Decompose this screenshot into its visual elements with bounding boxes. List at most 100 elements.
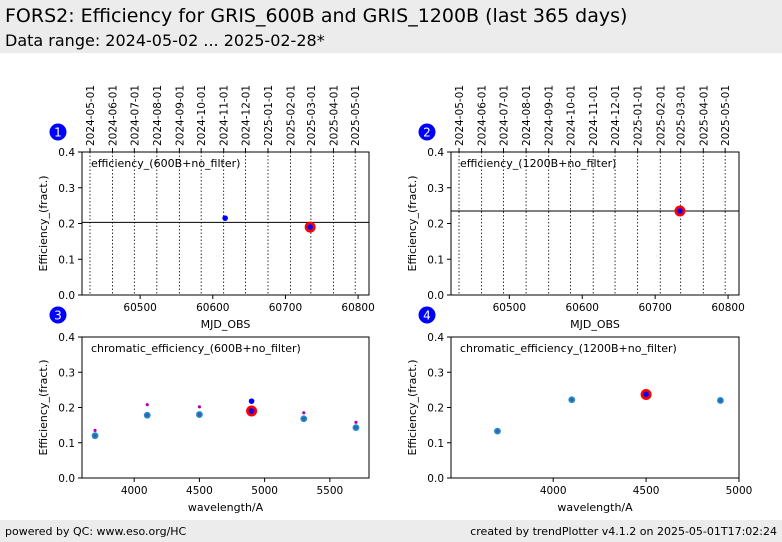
panel-3-chromatic-secondary-point [93, 428, 97, 433]
panel-4-y-tick-label: 0.0 [427, 473, 444, 485]
panel-2-x-axis-label: MJD_OBS [570, 318, 620, 331]
panel-1-x-tick-label: 60500 [123, 302, 156, 314]
panel-3-number-badge [49, 306, 67, 324]
panel-2-date-tick-label: 2025-05-01 [720, 85, 732, 146]
panel-1-x-tick-label: 60700 [269, 302, 302, 314]
panel-1-date-tick-label: 2024-08-01 [152, 85, 164, 146]
panel-1-number-badge [49, 123, 67, 141]
panel-1-x-tick-label: 60600 [196, 302, 229, 314]
panel-1-y-tick-label: 0.4 [58, 147, 75, 159]
panel-3-x-axis-label: wavelength/A [188, 501, 264, 514]
panel-2-date-tick-label: 2024-12-01 [610, 85, 622, 146]
panel-4-y-tick-label: 0.1 [427, 438, 444, 450]
panel-3-plot-frame [81, 336, 370, 479]
panel-4-x-tick-label: 4000 [540, 485, 567, 497]
panel-3-chromatic-point-center [145, 413, 150, 418]
panel-1-date-tick-label: 2024-05-01 [85, 85, 97, 146]
panel-1-date-tick-label: 2024-11-01 [219, 85, 231, 146]
panel-1-date-tick-label: 2024-12-01 [240, 85, 252, 146]
panel-4-x-tick-label: 5000 [726, 485, 753, 497]
panel-3-chromatic-secondary-point [197, 405, 202, 409]
panel-2-x-tick-label: 60500 [493, 302, 526, 314]
panel-3-highlight-point-center [248, 408, 255, 414]
panel-1-date-tick-label: 2024-06-01 [108, 85, 120, 146]
panel-1-y-axis-label: Efficiency_(fract.) [37, 175, 50, 271]
panel-1-annotation: efficiency_(600B+no_filter) [91, 157, 240, 170]
panel-1-y-tick-label: 0.1 [58, 254, 75, 266]
panel-2-number-badge-label: 2 [423, 126, 431, 140]
panel-2-date-tick-label: 2025-01-01 [633, 85, 645, 146]
panel-3-x-tick-label: 5000 [251, 485, 278, 497]
panel-2-date-tick-label: 2025-03-01 [676, 85, 688, 146]
panel-1-highlight-point-center [307, 224, 313, 230]
panel-3-x-tick-label: 5500 [316, 485, 343, 497]
panel-4-y-axis-label: Efficiency_(fract.) [406, 359, 419, 455]
panel-3-y-tick-label: 0.2 [58, 403, 75, 415]
panel-3-y-tick-label: 0.1 [58, 438, 75, 450]
panel-3-chromatic-secondary-point [354, 420, 358, 424]
panel-4-y-tick-label: 0.2 [427, 403, 444, 415]
panel-1-y-tick-label: 0.3 [58, 183, 75, 195]
panel-2-date-tick-label: 2024-08-01 [521, 85, 533, 146]
panel-4-highlight-point-center [643, 391, 649, 398]
panel-1-plot-frame [81, 151, 370, 296]
footer-credit: powered by QC: www.eso.org/HC [5, 525, 187, 538]
panel-3-y-tick-label: 0.0 [58, 473, 75, 485]
panel-4-number-badge [418, 306, 436, 324]
panel-2-x-tick-label: 60800 [711, 302, 744, 314]
panel-4-x-axis-label: wavelength/A [557, 501, 633, 514]
footer-generator: created by trendPlotter v4.1.2 on 2025-0… [470, 525, 777, 538]
panel-2-annotation: efficiency_(1200B+no_filter) [460, 157, 616, 170]
panel-4-chromatic-point-center [569, 397, 574, 402]
panel-1-x-tick-label: 60800 [341, 302, 374, 314]
panel-3-chromatic-secondary-point [302, 411, 306, 415]
panel-2-y-tick-label: 0.1 [427, 254, 444, 266]
panel-2-y-axis-label: Efficiency_(fract.) [406, 175, 419, 271]
data-range-subtitle: Data range: 2024-05-02 ... 2025-02-28* [5, 31, 325, 50]
panel-3-annotation: chromatic_efficiency_(600B+no_filter) [91, 342, 301, 355]
panel-3-chromatic-point-center [354, 425, 358, 430]
panel-2-highlight-point-center [677, 208, 683, 214]
panel-3-x-tick-label: 4000 [121, 485, 148, 497]
panel-1-date-tick-label: 2025-01-01 [263, 85, 275, 146]
panel-1-number-badge-label: 1 [54, 126, 62, 140]
panel-4-chromatic-point-center [495, 429, 500, 433]
panel-2-date-tick-label: 2024-07-01 [498, 85, 510, 146]
panel-1-date-tick-label: 2024-09-01 [174, 85, 186, 146]
panel-3-chromatic-point-center [301, 416, 306, 421]
panel-2-date-tick-label: 2025-04-01 [698, 85, 710, 146]
panel-1-data-point [222, 215, 228, 221]
panel-2-date-tick-label: 2024-10-01 [566, 85, 578, 146]
panel-1-date-tick-label: 2025-04-01 [328, 85, 340, 146]
panel-2-date-tick-label: 2025-02-01 [655, 85, 667, 146]
panel-4-x-tick-label: 4500 [633, 485, 660, 497]
panel-2-number-badge [418, 123, 436, 141]
panel-4-y-tick-label: 0.3 [427, 367, 444, 379]
panel-2-x-tick-label: 60700 [638, 302, 671, 314]
panel-1-date-tick-label: 2025-02-01 [286, 85, 298, 146]
panel-2-y-tick-label: 0.3 [427, 183, 444, 195]
panel-2-date-tick-label: 2024-11-01 [588, 85, 600, 146]
panel-2-plot-frame [450, 151, 740, 296]
panel-4-annotation: chromatic_efficiency_(1200B+no_filter) [460, 342, 677, 355]
panel-4-chromatic-point-center [718, 398, 723, 403]
panel-1-date-tick-label: 2024-10-01 [196, 85, 208, 146]
panel-2-y-tick-label: 0.0 [427, 290, 444, 302]
panel-3-y-tick-label: 0.4 [58, 332, 75, 344]
panel-3-chromatic-point-center [93, 433, 97, 438]
panel-4-plot-frame [450, 336, 740, 479]
panel-2-date-tick-label: 2024-06-01 [477, 85, 489, 146]
panel-2-date-tick-label: 2024-09-01 [544, 85, 556, 146]
panel-3-number-badge-label: 3 [54, 309, 62, 323]
page-footer: powered by QC: www.eso.org/HC created by… [0, 520, 782, 542]
panel-2-y-tick-label: 0.4 [427, 147, 444, 159]
panel-1-y-tick-label: 0.0 [58, 290, 75, 302]
panel-1-date-tick-label: 2025-03-01 [306, 85, 318, 146]
panel-3-y-tick-label: 0.3 [58, 367, 75, 379]
panel-1-date-tick-label: 2024-07-01 [129, 85, 141, 146]
panel-1-x-axis-label: MJD_OBS [201, 318, 251, 331]
panel-3-y-axis-label: Efficiency_(fract.) [37, 359, 50, 455]
page-header: FORS2: Efficiency for GRIS_600B and GRIS… [0, 0, 782, 53]
panel-4-number-badge-label: 4 [423, 309, 431, 323]
